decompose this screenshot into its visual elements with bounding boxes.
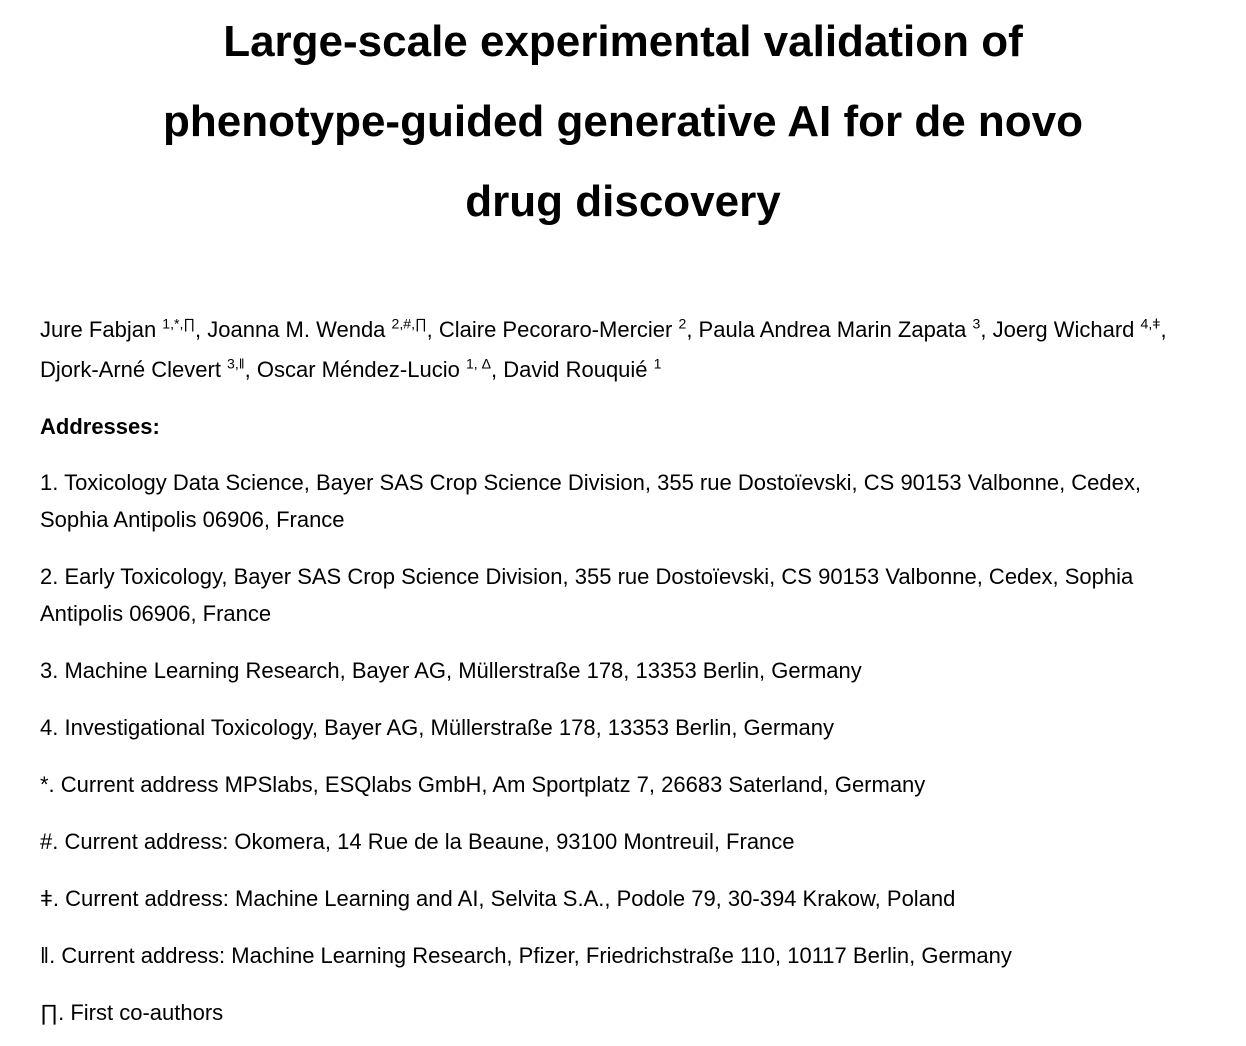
affiliation-4: 4. Investigational Toxicology, Bayer AG,… — [40, 715, 835, 740]
footnote-hash: #. Current address: Okomera, 14 Rue de l… — [40, 829, 795, 854]
footnote-asterisk: *. Current address MPSlabs, ESQlabs GmbH… — [40, 772, 926, 797]
author-name: Jure Fabjan — [40, 317, 163, 342]
affiliation-3: 3. Machine Learning Research, Bayer AG, … — [40, 658, 862, 683]
author-superscript: 1,*,∏ — [162, 315, 196, 332]
author-name: Djork-Arné Clevert — [40, 357, 228, 382]
author-name: Oscar Méndez-Lucio — [256, 357, 466, 382]
author-superscript: 2,#,∏ — [391, 315, 427, 332]
authors-line: Jure Fabjan 1,*,∏, Joanna M. Wenda 2,#,∏… — [40, 315, 1167, 382]
affiliation-2: 2. Early Toxicology, Bayer SAS Crop Scie… — [40, 564, 1134, 626]
author-name: Joanna M. Wenda — [207, 317, 392, 342]
title-line-1: Large-scale experimental validation of — [223, 17, 1023, 66]
author-superscript: 3,‖ — [227, 355, 245, 372]
author-name: Claire Pecoraro-Mercier — [438, 317, 679, 342]
addresses-heading: Addresses: — [40, 414, 160, 439]
affiliation-1: 1. Toxicology Data Science, Bayer SAS Cr… — [40, 470, 1141, 532]
footnote-pi: ∏. First co-authors — [40, 1000, 224, 1025]
paper-title: Large-scale experimental validation of p… — [40, 2, 1206, 242]
author-name: Joerg Wichard — [992, 317, 1141, 342]
footnote-double-dagger: ǂ. Current address: Machine Learning and… — [40, 886, 956, 911]
author-superscript: 1 — [653, 355, 662, 372]
author-superscript: 2 — [678, 315, 687, 332]
title-line-2: phenotype-guided generative AI for de no… — [162, 97, 1083, 146]
author-name: Paula Andrea Marin Zapata — [698, 317, 973, 342]
author-name: David Rouquié — [503, 357, 654, 382]
author-superscript: 1, Δ — [465, 355, 491, 372]
author-superscript: 4,ǂ — [1140, 315, 1161, 332]
footnote-double-bar: ‖. Current address: Machine Learning Res… — [40, 943, 1012, 968]
author-superscript: 3 — [972, 315, 981, 332]
title-line-3: drug discovery — [465, 177, 781, 226]
